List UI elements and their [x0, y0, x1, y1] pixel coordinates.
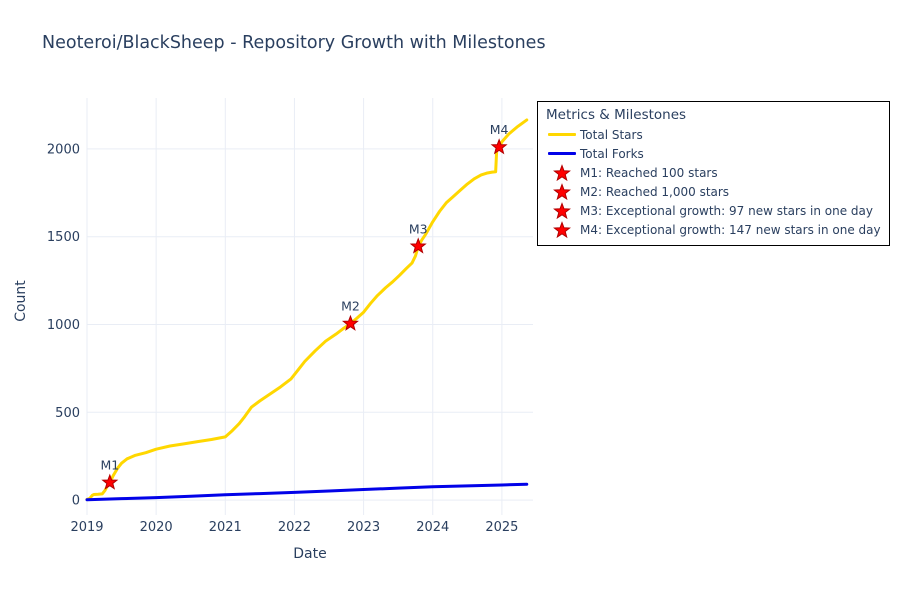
- y-tick-label: 500: [55, 406, 80, 421]
- milestone-label-m4: M4: [490, 122, 509, 137]
- y-tick-label: 1500: [47, 230, 80, 245]
- legend-item-label: M4: Exceptional growth: 147 new stars in…: [580, 222, 881, 237]
- y-tick-label: 2000: [47, 142, 80, 157]
- legend-item-label: M2: Reached 1,000 stars: [580, 184, 730, 199]
- legend-item-label: Total Stars: [580, 127, 643, 142]
- x-axis-title: Date: [293, 546, 327, 562]
- x-tick-label: 2019: [70, 520, 103, 535]
- milestone-label-m2: M2: [341, 299, 360, 314]
- star-icon: [553, 220, 571, 238]
- legend-item-m4[interactable]: M4: Exceptional growth: 147 new stars in…: [538, 220, 889, 239]
- legend-title: Metrics & Milestones: [546, 107, 687, 123]
- legend-item-label: Total Forks: [580, 146, 644, 161]
- legend-item-m1[interactable]: M1: Reached 100 stars: [538, 163, 889, 182]
- x-tick-label: 2025: [485, 520, 518, 535]
- milestone-star-m1[interactable]: [101, 473, 119, 490]
- milestone-label-m3: M3: [409, 221, 428, 236]
- legend-star-icon: [546, 220, 578, 239]
- line-swatch: [548, 152, 576, 155]
- legend-star-icon: [546, 182, 578, 201]
- milestone-label-m1: M1: [100, 458, 119, 473]
- legend-star-icon: [546, 163, 578, 182]
- x-tick-label: 2023: [347, 520, 380, 535]
- legend-item-label: M3: Exceptional growth: 97 new stars in …: [580, 203, 873, 218]
- x-tick-label: 2022: [278, 520, 311, 535]
- legend-item-m3[interactable]: M3: Exceptional growth: 97 new stars in …: [538, 201, 889, 220]
- series-line-total-stars[interactable]: [85, 118, 529, 502]
- milestone-star-m3[interactable]: [409, 237, 427, 254]
- legend-line-swatch: [546, 152, 578, 155]
- line-swatch: [548, 133, 576, 136]
- star-icon: [553, 201, 571, 219]
- legend: Metrics & Milestones Total Stars Total Fo…: [537, 101, 890, 246]
- series-line-total-forks[interactable]: [85, 482, 529, 502]
- star-icon: [553, 182, 571, 200]
- star-icon: [553, 163, 571, 181]
- milestone-star-m4[interactable]: [490, 138, 508, 155]
- legend-item-m2[interactable]: M2: Reached 1,000 stars: [538, 182, 889, 201]
- x-tick-label: 2020: [140, 520, 173, 535]
- legend-item-label: M1: Reached 100 stars: [580, 165, 718, 180]
- legend-item-total-forks[interactable]: Total Forks: [538, 144, 889, 163]
- y-axis-title: Count: [13, 280, 29, 322]
- milestone-star-m2[interactable]: [341, 314, 359, 331]
- x-tick-label: 2021: [209, 520, 242, 535]
- chart-title: Neoteroi/BlackSheep - Repository Growth …: [42, 33, 546, 53]
- legend-item-total-stars[interactable]: Total Stars: [538, 125, 889, 144]
- x-tick-label: 2024: [416, 520, 449, 535]
- y-tick-label: 0: [72, 494, 80, 509]
- y-tick-label: 1000: [47, 318, 80, 333]
- legend-items: Total Stars Total Forks M1: Reached 100 st…: [538, 125, 889, 239]
- legend-line-swatch: [546, 133, 578, 136]
- legend-star-icon: [546, 201, 578, 220]
